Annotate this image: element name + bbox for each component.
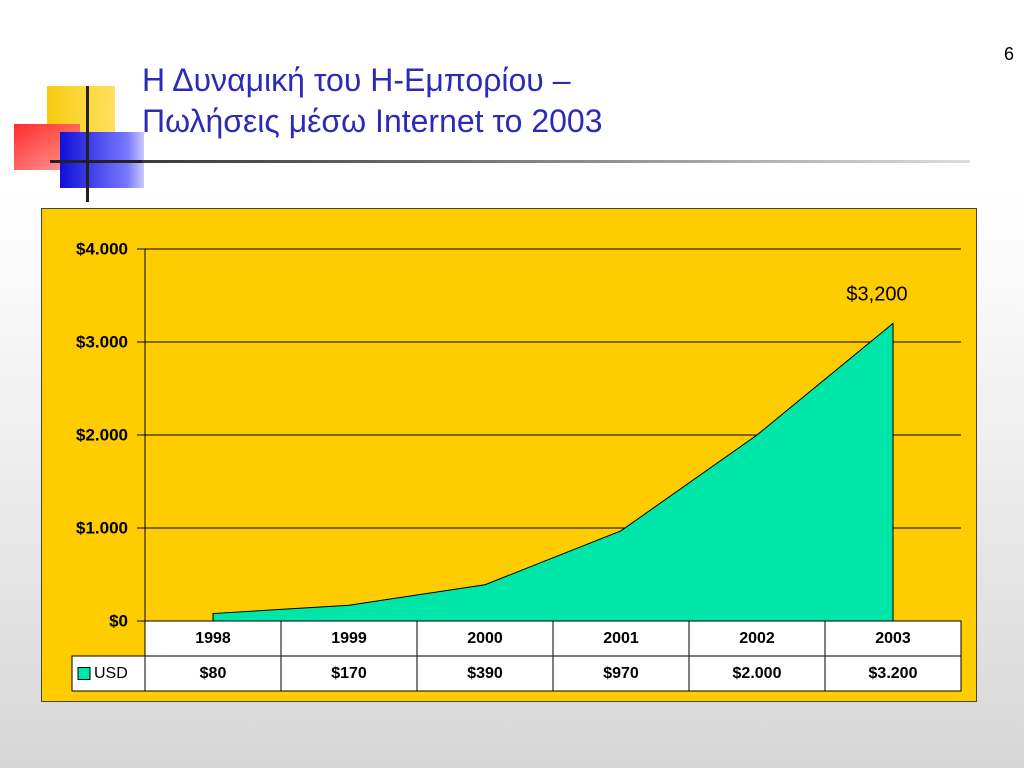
data-table-value: $3.200	[869, 665, 918, 682]
title-line-1: Η Δυναμική του Η-Εμπορίου –	[142, 62, 571, 98]
data-table-value: $2.000	[733, 665, 782, 682]
x-tick-label: 1999	[331, 630, 367, 647]
decor-vertical-line	[86, 86, 89, 202]
data-table-value: $170	[331, 665, 367, 682]
title-underline	[50, 160, 970, 163]
y-tick-label: $2.000	[76, 426, 128, 445]
y-tick-label: $1.000	[76, 519, 128, 538]
data-table-value: $970	[603, 665, 639, 682]
x-tick-label: 2001	[603, 630, 639, 647]
x-tick-label: 2000	[467, 630, 503, 647]
y-tick-label: $3.000	[76, 333, 128, 352]
data-table-value: $390	[467, 665, 503, 682]
slide-title: Η Δυναμική του Η-Εμπορίου – Πωλήσεις μέσ…	[142, 60, 962, 142]
legend-swatch-usd	[77, 667, 91, 680]
x-tick-label: 2003	[875, 630, 911, 647]
title-line-2: Πωλήσεις μέσω Internet το 2003	[142, 103, 603, 139]
decor-horizontal-line	[50, 160, 142, 163]
slide-number: 6	[1003, 44, 1014, 64]
y-tick-label: $4.000	[76, 240, 128, 259]
x-tick-label: 1998	[195, 630, 231, 647]
y-tick-label: $0	[109, 612, 128, 631]
x-tick-label: 2002	[739, 630, 775, 647]
data-table-value: $80	[200, 665, 227, 682]
area-series-usd	[212, 322, 894, 622]
data-label-annotation: $3,200	[846, 283, 907, 305]
legend-label-usd: USD	[94, 665, 128, 682]
